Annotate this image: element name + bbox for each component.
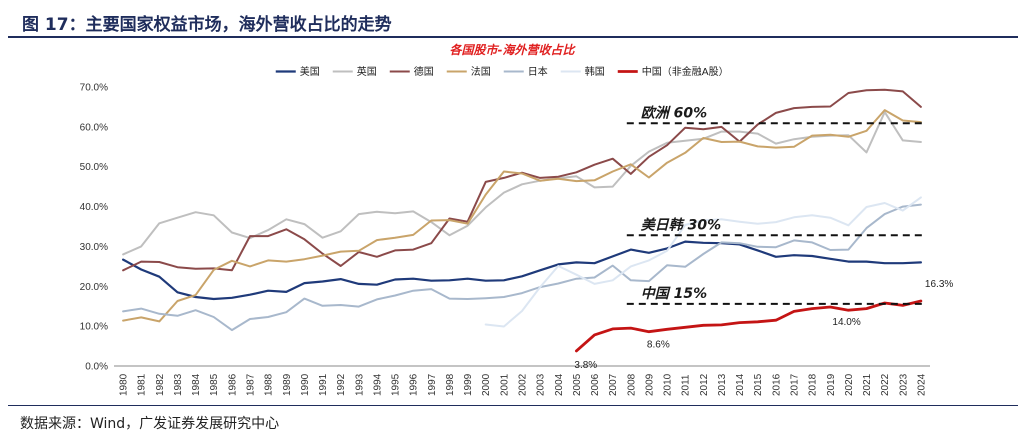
x-tick-label: 2024 bbox=[916, 373, 927, 396]
legend-label: 美国 bbox=[300, 65, 320, 78]
x-tick-label: 2023 bbox=[898, 373, 909, 396]
x-tick-label: 2016 bbox=[771, 373, 782, 396]
x-tick-label: 1984 bbox=[191, 373, 202, 396]
data-label: 8.6% bbox=[647, 340, 670, 351]
x-tick-label: 2020 bbox=[844, 373, 855, 396]
series-line-3 bbox=[122, 109, 922, 323]
x-tick-label: 1991 bbox=[318, 373, 329, 396]
x-tick-label: 2006 bbox=[590, 373, 601, 396]
series-line-6 bbox=[575, 299, 923, 353]
data-label: 16.3% bbox=[925, 279, 953, 290]
reference-label-1: 美日韩 30% bbox=[641, 216, 721, 233]
x-tick-label: 1998 bbox=[445, 373, 456, 396]
x-tick-label: 1994 bbox=[372, 373, 383, 396]
series-layer bbox=[122, 88, 923, 353]
x-tick-label: 2022 bbox=[880, 373, 891, 396]
chart-title: 各国股市-海外营收占比 bbox=[450, 43, 577, 57]
x-tick-label: 2021 bbox=[862, 373, 873, 396]
y-tick-label: 10.0% bbox=[80, 322, 108, 333]
chart-legend: 美国 英国 德国 法国 日本 韩国 中国（非金融A股） bbox=[275, 65, 729, 78]
y-tick-label: 20.0% bbox=[80, 282, 108, 293]
x-tick-label: 2013 bbox=[717, 373, 728, 396]
reference-label-2: 中国 15% bbox=[641, 285, 707, 302]
x-tick-label: 2007 bbox=[608, 373, 619, 396]
x-tick-label: 2001 bbox=[499, 373, 510, 396]
x-tick-label: 2000 bbox=[481, 373, 492, 396]
x-tick-label: 1992 bbox=[336, 373, 347, 396]
y-tick-label: 70.0% bbox=[80, 83, 108, 94]
header-divider bbox=[8, 36, 1018, 38]
y-axis: 0.0% 10.0% 20.0% 30.0% 40.0% 50.0% 60.0% 70.0% bbox=[80, 83, 108, 373]
x-tick-label: 1985 bbox=[209, 373, 220, 396]
data-label: 3.8% bbox=[574, 360, 597, 371]
x-tick-label: 2009 bbox=[644, 373, 655, 396]
series-line-2 bbox=[122, 88, 922, 272]
series-line-0 bbox=[122, 240, 922, 301]
legend-label: 日本 bbox=[528, 65, 548, 78]
x-tick-label: 1989 bbox=[282, 373, 293, 396]
x-tick-label: 2011 bbox=[681, 374, 692, 396]
x-tick-label: 2012 bbox=[699, 373, 710, 396]
data-label: 14.0% bbox=[832, 317, 860, 328]
x-tick-label: 2010 bbox=[663, 373, 674, 396]
legend-label: 法国 bbox=[471, 65, 491, 78]
x-tick-label: 2019 bbox=[826, 373, 837, 396]
reference-label-0: 欧洲 60% bbox=[641, 104, 707, 121]
x-axis: 1980 1981 1982 1983 1984 1985 1986 1987 1988 1989… bbox=[114, 365, 930, 396]
x-tick-label: 1990 bbox=[300, 373, 311, 396]
x-tick-label: 1988 bbox=[264, 373, 275, 396]
data-labels: 3.8% 8.6% 14.0% 16.3% bbox=[574, 279, 953, 371]
x-tick-label: 1987 bbox=[246, 373, 257, 396]
figure-title: 图 17：主要国家权益市场，海外营收占比的走势 bbox=[22, 15, 392, 35]
y-tick-label: 0.0% bbox=[85, 362, 108, 373]
x-tick-label: 2017 bbox=[790, 373, 801, 396]
legend-label: 韩国 bbox=[585, 65, 605, 78]
x-tick-label: 1981 bbox=[137, 373, 148, 396]
x-tick-label: 2015 bbox=[753, 373, 764, 396]
y-tick-label: 40.0% bbox=[80, 202, 108, 213]
x-tick-label: 1993 bbox=[354, 373, 365, 396]
series-line-1 bbox=[122, 111, 922, 256]
legend-label: 中国（非金融A股） bbox=[642, 65, 729, 78]
figure-source: 数据来源：Wind，广发证券发展研究中心 bbox=[20, 416, 280, 432]
x-tick-label: 1999 bbox=[463, 373, 474, 396]
x-tick-label: 1982 bbox=[155, 373, 166, 396]
footer-divider bbox=[8, 405, 1018, 406]
x-tick-label: 2018 bbox=[808, 373, 819, 396]
x-tick-label: 1996 bbox=[409, 373, 420, 396]
x-tick-label: 1980 bbox=[119, 373, 130, 396]
x-tick-label: 2004 bbox=[554, 373, 565, 396]
x-tick-label: 1983 bbox=[173, 373, 184, 396]
y-tick-label: 50.0% bbox=[80, 162, 108, 173]
reference-lines: 欧洲 60% 美日韩 30% 中国 15% bbox=[626, 104, 925, 305]
legend-label: 英国 bbox=[357, 65, 377, 78]
y-tick-label: 30.0% bbox=[80, 242, 108, 253]
x-tick-label: 1997 bbox=[427, 373, 438, 396]
x-tick-label: 2003 bbox=[536, 373, 547, 396]
x-tick-label: 2002 bbox=[518, 373, 529, 396]
x-tick-label: 1986 bbox=[227, 373, 238, 396]
x-tick-label: 2008 bbox=[626, 373, 637, 396]
x-tick-label: 1995 bbox=[391, 373, 402, 396]
x-tick-label: 2014 bbox=[735, 373, 746, 396]
series-line-4 bbox=[122, 203, 922, 332]
y-tick-label: 60.0% bbox=[80, 122, 108, 133]
series-line-5 bbox=[484, 196, 922, 328]
x-tick-label: 2005 bbox=[572, 373, 583, 396]
figure-header: 图 17：主要国家权益市场，海外营收占比的走势 bbox=[8, 4, 1018, 38]
legend-label: 德国 bbox=[414, 65, 434, 78]
